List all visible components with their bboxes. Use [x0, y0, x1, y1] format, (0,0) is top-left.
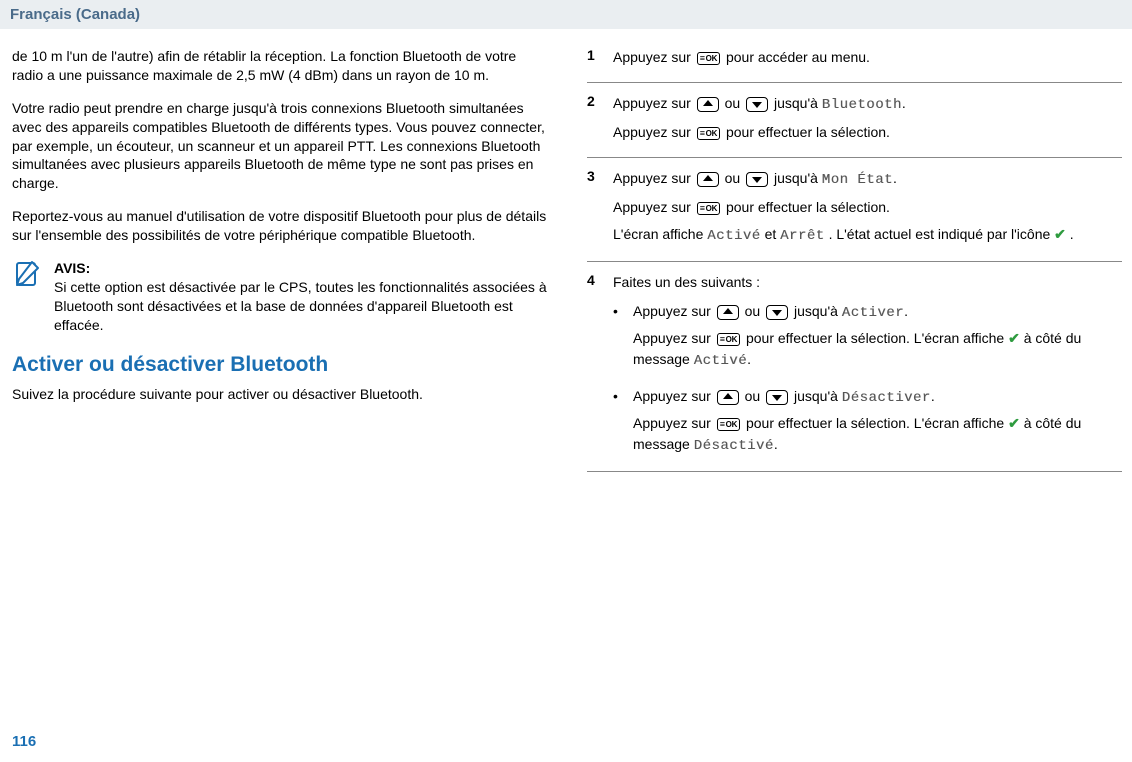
- locale-header: Français (Canada): [0, 0, 1132, 29]
- page-number: 116: [12, 733, 36, 750]
- step-number: 4: [587, 272, 601, 457]
- text: L'écran affiche: [613, 226, 707, 242]
- status-off: Arrêt: [780, 228, 825, 244]
- note-icon: [12, 259, 42, 335]
- step-3: 3 Appuyez sur ou jusqu'à Mon État. Appuy…: [587, 158, 1122, 262]
- text: Appuyez sur: [633, 388, 715, 404]
- text: pour effectuer la sélection.: [726, 124, 890, 140]
- sub-bullet-2: • Appuyez sur ou jusqu'à Désactiver.: [613, 386, 1122, 457]
- step4-intro: Faites un des suivants :: [613, 272, 1122, 293]
- text: Appuyez sur: [613, 170, 695, 186]
- notice-body: AVIS: Si cette option est désactivée par…: [54, 259, 547, 335]
- step-1: 1 Appuyez sur OK pour accéder au menu.: [587, 47, 1122, 83]
- step-number: 2: [587, 93, 601, 143]
- text: ou: [745, 388, 764, 404]
- ok-key-icon: OK: [697, 202, 720, 215]
- step-body: Faites un des suivants : • Appuyez sur o…: [613, 272, 1122, 457]
- paragraph-3: Reportez-vous au manuel d'utilisation de…: [12, 207, 547, 245]
- down-key-icon: [746, 172, 768, 187]
- menu-item: Bluetooth: [822, 97, 902, 113]
- up-key-icon: [697, 97, 719, 112]
- text: pour effectuer la sélection. L'écran aff…: [746, 415, 1008, 431]
- check-icon: ✔: [1054, 226, 1066, 242]
- locale-label: Français (Canada): [10, 6, 140, 23]
- text: pour effectuer la sélection.: [726, 199, 890, 215]
- paragraph-2: Votre radio peut prendre en charge jusqu…: [12, 99, 547, 193]
- text: .: [893, 170, 897, 186]
- text: pour accéder au menu.: [726, 49, 870, 65]
- section-subtitle: Suivez la procédure suivante pour active…: [12, 385, 547, 404]
- text: Appuyez sur: [613, 124, 695, 140]
- up-key-icon: [717, 305, 739, 320]
- sub-bullet-list: • Appuyez sur ou jusqu'à Activer.: [613, 301, 1122, 457]
- text: ou: [725, 95, 744, 111]
- status-label: Activé: [694, 353, 747, 369]
- left-column: de 10 m l'un de l'autre) afin de rétabli…: [12, 47, 547, 472]
- text: .: [902, 95, 906, 111]
- text: ou: [745, 303, 764, 319]
- bullet-body: Appuyez sur ou jusqu'à Activer. Appuyez …: [633, 301, 1122, 372]
- step-body: Appuyez sur ou jusqu'à Bluetooth. Appuye…: [613, 93, 1122, 143]
- text: Appuyez sur: [613, 95, 695, 111]
- text: ou: [725, 170, 744, 186]
- text: Appuyez sur: [613, 49, 695, 65]
- step-number: 3: [587, 168, 601, 247]
- down-key-icon: [746, 97, 768, 112]
- ok-key-icon: OK: [697, 52, 720, 65]
- text: jusqu'à: [774, 170, 822, 186]
- step-2: 2 Appuyez sur ou jusqu'à Bluetooth. Appu…: [587, 83, 1122, 158]
- step-4: 4 Faites un des suivants : • Appuyez sur…: [587, 262, 1122, 472]
- status-on: Activé: [707, 228, 760, 244]
- bullet-dot: •: [613, 301, 623, 372]
- section-title: Activer ou désactiver Bluetooth: [12, 353, 547, 377]
- text: .: [774, 436, 778, 452]
- text: jusqu'à: [774, 95, 822, 111]
- text: Appuyez sur: [633, 415, 715, 431]
- down-key-icon: [766, 390, 788, 405]
- paragraph-1: de 10 m l'un de l'autre) afin de rétabli…: [12, 47, 547, 85]
- ok-key-icon: OK: [717, 333, 740, 346]
- text: Appuyez sur: [633, 330, 715, 346]
- bullet-dot: •: [613, 386, 623, 457]
- text: jusqu'à: [794, 388, 842, 404]
- sub-bullet-1: • Appuyez sur ou jusqu'à Activer.: [613, 301, 1122, 372]
- text: jusqu'à: [794, 303, 842, 319]
- text: . L'état actuel est indiqué par l'icône: [829, 226, 1055, 242]
- ok-key-icon: OK: [717, 418, 740, 431]
- step-body: Appuyez sur OK pour accéder au menu.: [613, 47, 1122, 68]
- check-icon: ✔: [1008, 415, 1020, 431]
- text: .: [747, 351, 751, 367]
- text: .: [1070, 226, 1074, 242]
- text: pour effectuer la sélection. L'écran aff…: [746, 330, 1008, 346]
- status-label: Désactivé: [694, 438, 774, 454]
- up-key-icon: [697, 172, 719, 187]
- text: Appuyez sur: [613, 199, 695, 215]
- check-icon: ✔: [1008, 330, 1020, 346]
- step-body: Appuyez sur ou jusqu'à Mon État. Appuyez…: [613, 168, 1122, 247]
- step-number: 1: [587, 47, 601, 68]
- text: .: [904, 303, 908, 319]
- menu-item: Mon État: [822, 172, 893, 188]
- content-columns: de 10 m l'un de l'autre) afin de rétabli…: [0, 29, 1132, 472]
- bullet-body: Appuyez sur ou jusqu'à Désactiver. Appuy…: [633, 386, 1122, 457]
- menu-item: Désactiver: [842, 390, 931, 406]
- down-key-icon: [766, 305, 788, 320]
- steps-list: 1 Appuyez sur OK pour accéder au menu. 2…: [587, 47, 1122, 472]
- text: .: [931, 388, 935, 404]
- up-key-icon: [717, 390, 739, 405]
- notice-label: AVIS:: [54, 260, 90, 276]
- text: Appuyez sur: [633, 303, 715, 319]
- menu-item: Activer: [842, 305, 904, 321]
- notice-text: Si cette option est désactivée par le CP…: [54, 279, 547, 333]
- ok-key-icon: OK: [697, 127, 720, 140]
- notice-box: AVIS: Si cette option est désactivée par…: [12, 259, 547, 335]
- text: et: [765, 226, 781, 242]
- right-column: 1 Appuyez sur OK pour accéder au menu. 2…: [587, 47, 1122, 472]
